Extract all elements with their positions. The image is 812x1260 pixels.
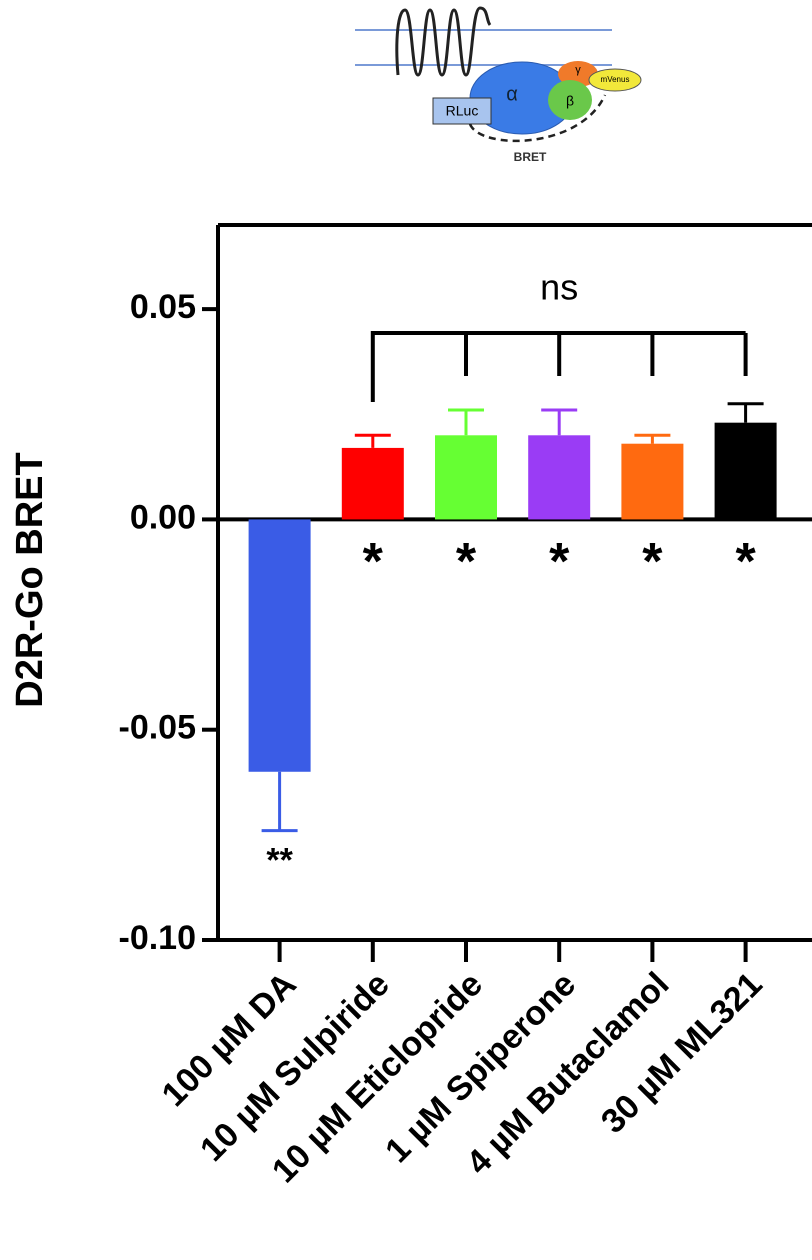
- label: RLuc: [446, 103, 479, 119]
- bar: [248, 519, 311, 772]
- rluc: [432, 97, 492, 125]
- label: BRET: [514, 150, 547, 164]
- label: β: [566, 93, 574, 109]
- error-bar: [727, 402, 764, 423]
- bar: [621, 443, 684, 520]
- significance: *: [363, 533, 384, 591]
- schematic: RLuc α β γ mVenus BRET: [355, 6, 642, 164]
- beta-subunit: [548, 80, 592, 120]
- error-bar: [261, 771, 298, 833]
- mvenus: [588, 68, 642, 92]
- y-tick-label: -0.10: [119, 919, 197, 957]
- label: mVenus: [601, 75, 630, 84]
- error-bar: [448, 408, 484, 436]
- y-tick-label: 0.00: [130, 498, 196, 536]
- bar: [341, 447, 404, 520]
- error-bar: [634, 433, 671, 444]
- receptor: [395, 6, 492, 77]
- significance: *: [735, 533, 756, 591]
- bar: [435, 435, 497, 520]
- error-bar: [541, 408, 578, 436]
- bar: [528, 435, 591, 520]
- significance: *: [549, 533, 570, 591]
- y-axis-title: D2R-Go BRET: [9, 452, 51, 707]
- bret-arc: [468, 94, 607, 143]
- y-tick-label: 0.05: [130, 288, 196, 326]
- significance: **: [266, 842, 293, 880]
- error-bar: [354, 433, 391, 448]
- y-tick-label: -0.05: [119, 709, 197, 747]
- label: γ: [575, 64, 581, 76]
- bar: [714, 422, 777, 520]
- significance: *: [642, 533, 663, 591]
- significance: *: [456, 533, 477, 591]
- bracket-label: ns: [540, 267, 578, 308]
- label: α: [506, 83, 518, 105]
- bracket: [370, 331, 748, 402]
- x-tick-label: 30 µM ML321: [594, 965, 770, 1141]
